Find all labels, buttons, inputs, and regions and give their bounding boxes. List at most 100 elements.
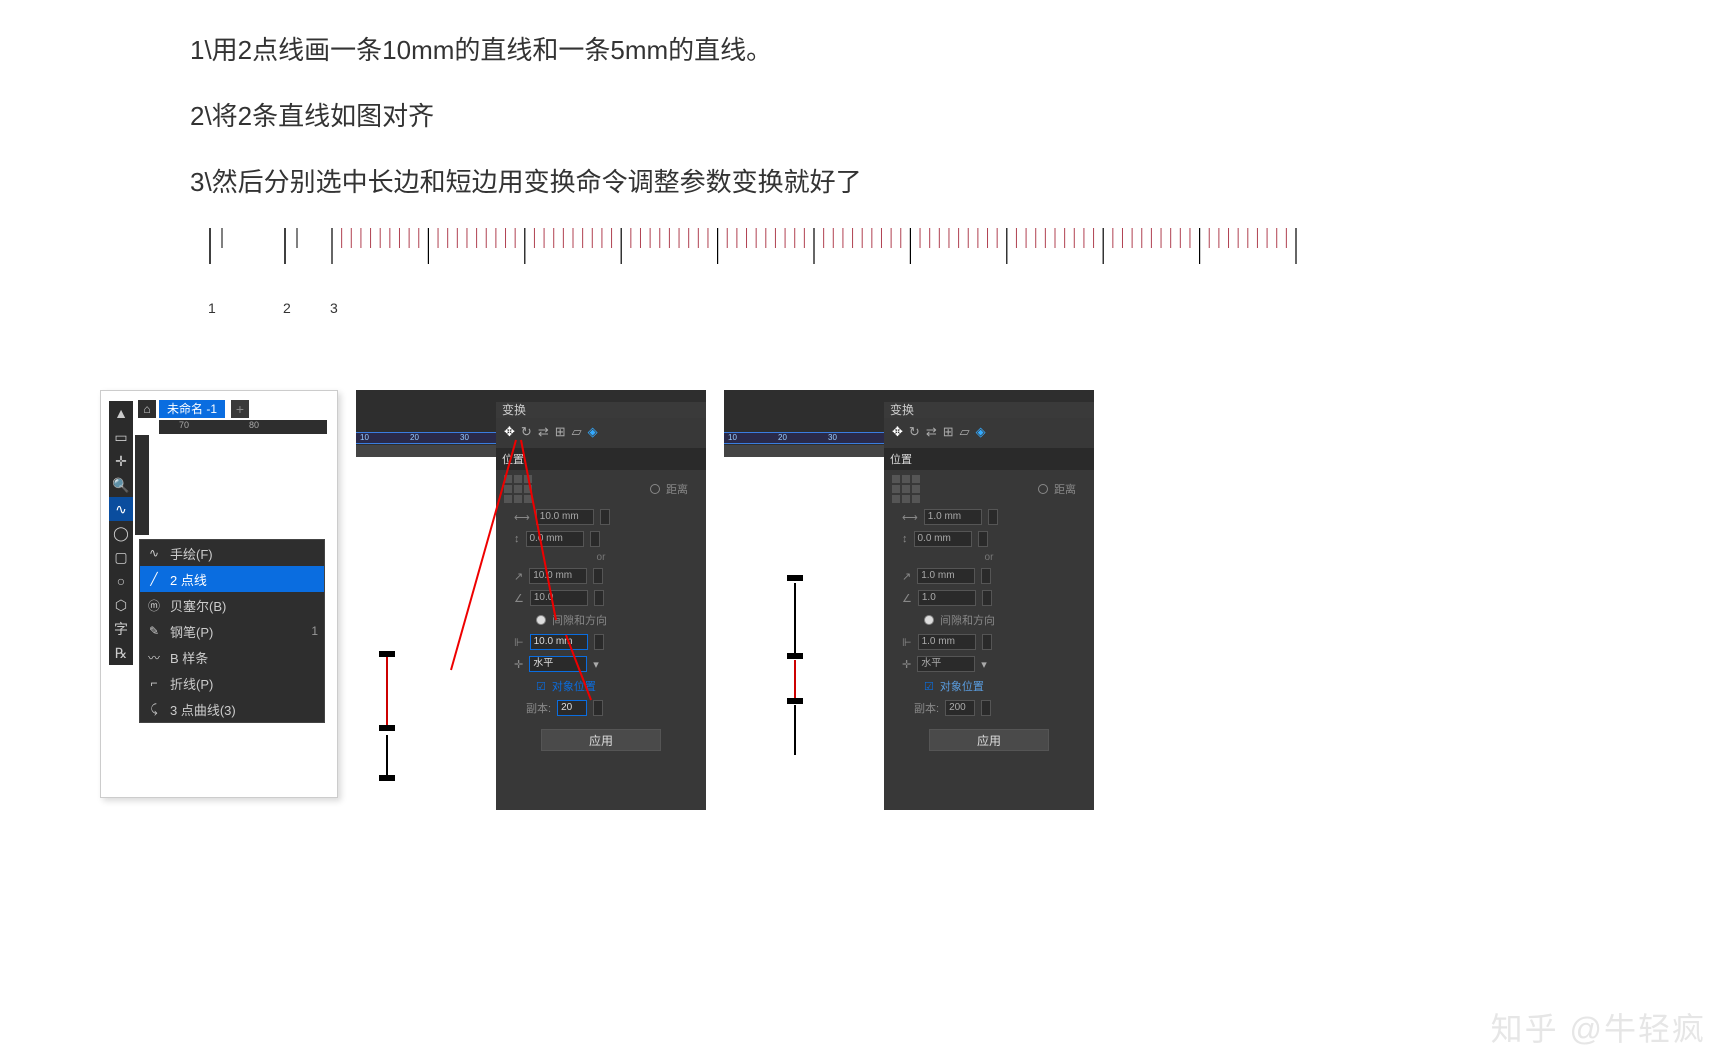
- angle-field[interactable]: 1.0: [918, 590, 976, 606]
- anchor-grid[interactable]: [504, 475, 534, 503]
- spinner[interactable]: [593, 568, 603, 584]
- skew-mode-icon[interactable]: ▱: [960, 424, 970, 440]
- tool-crop[interactable]: ✛: [109, 449, 133, 473]
- gap-icon: ⊩: [902, 636, 912, 649]
- line-5mm-selected[interactable]: [794, 660, 796, 698]
- gap-field[interactable]: 10.0 mm: [530, 634, 588, 650]
- spinner[interactable]: [982, 590, 992, 606]
- h-icon: ⟷: [514, 511, 530, 524]
- example-ruler: [200, 228, 1300, 283]
- project-mode-icon[interactable]: ◈: [588, 424, 598, 440]
- panel-toolbox-screenshot: ⌂ 未命名 -1 + 70 80 ▲▭✛🔍∿◯▢○⬡字℞ ∿手绘(F)╱2 点线…: [100, 390, 338, 798]
- rotate-mode-icon[interactable]: ↻: [521, 424, 532, 440]
- spinner[interactable]: [593, 700, 603, 716]
- panel-transform-short: 10 20 30 变换 ✥ ↻ ⇄ ⊞ ▱ ◈ 位置: [724, 390, 1094, 810]
- flyout-item[interactable]: ⤹3 点曲线(3): [140, 696, 324, 722]
- distance-label: 距离: [1054, 481, 1076, 497]
- relative-label: 对象位置: [940, 678, 984, 694]
- position-mode-icon[interactable]: ✥: [892, 424, 903, 440]
- canvas-area: [356, 445, 496, 810]
- copies-field[interactable]: 20: [557, 700, 587, 716]
- apply-button[interactable]: 应用: [929, 729, 1049, 751]
- angle-dist-field[interactable]: 10.0 mm: [529, 568, 587, 584]
- position-mode-icon[interactable]: ✥: [504, 424, 515, 440]
- project-mode-icon[interactable]: ◈: [976, 424, 986, 440]
- new-tab-button[interactable]: +: [231, 400, 249, 418]
- instruction-1: 1\用2点线画一条10mm的直线和一条5mm的直线。: [190, 30, 772, 67]
- watermark: 知乎 @牛轻疯: [1491, 1004, 1706, 1050]
- direction-field[interactable]: 水平: [529, 656, 587, 672]
- gap-dir-radio[interactable]: [536, 615, 546, 625]
- transform-mode-icons: ✥ ↻ ⇄ ⊞ ▱ ◈: [496, 418, 706, 446]
- line-tool-flyout: ∿手绘(F)╱2 点线ⓜ贝塞尔(B)✎钢笔(P)1〰B 样条⌐折线(P)⤹3 点…: [139, 539, 325, 723]
- direction-field[interactable]: 水平: [917, 656, 975, 672]
- spinner[interactable]: [600, 509, 610, 525]
- home-icon[interactable]: ⌂: [138, 400, 156, 418]
- transform-mode-icons: ✥ ↻ ⇄ ⊞ ▱ ◈: [884, 418, 1094, 446]
- tool-curve[interactable]: ◯: [109, 521, 133, 545]
- spinner[interactable]: [594, 590, 604, 606]
- dir-icon: ✛: [902, 658, 911, 671]
- tool-freehand[interactable]: ∿: [109, 497, 133, 521]
- skew-mode-icon[interactable]: ▱: [572, 424, 582, 440]
- distance-radio[interactable]: [1038, 484, 1048, 494]
- spinner[interactable]: [978, 531, 988, 547]
- vertical-toolbox: ▲▭✛🔍∿◯▢○⬡字℞: [109, 401, 133, 665]
- h-distance-field[interactable]: 10.0 mm: [536, 509, 594, 525]
- size-mode-icon[interactable]: ⊞: [555, 424, 566, 440]
- spinner[interactable]: [982, 634, 992, 650]
- apply-button[interactable]: 应用: [541, 729, 661, 751]
- spinner[interactable]: [988, 509, 998, 525]
- tool-misc[interactable]: ℞: [109, 641, 133, 665]
- v-distance-field[interactable]: 0.0 mm: [914, 531, 972, 547]
- ruler-mark: 80: [249, 420, 259, 430]
- tool-text[interactable]: 字: [109, 617, 133, 641]
- angle-field[interactable]: 10.0: [530, 590, 588, 606]
- spinner[interactable]: [590, 531, 600, 547]
- flyout-item[interactable]: ⌐折线(P): [140, 670, 324, 696]
- anchor-grid[interactable]: [892, 475, 922, 503]
- flyout-item[interactable]: 〰B 样条: [140, 644, 324, 670]
- tool-rect[interactable]: ▢: [109, 545, 133, 569]
- tool-pick[interactable]: ▲: [109, 401, 133, 425]
- canvas-white: [135, 435, 329, 535]
- spinner[interactable]: [981, 700, 991, 716]
- tool-polygon[interactable]: ⬡: [109, 593, 133, 617]
- gap-field[interactable]: 1.0 mm: [918, 634, 976, 650]
- canvas-ruler: 10 20 30: [724, 432, 884, 444]
- gap-dir-label: 间隙和方向: [552, 612, 607, 628]
- gap-dir-radio[interactable]: [924, 615, 934, 625]
- flyout-item[interactable]: ⓜ贝塞尔(B): [140, 592, 324, 618]
- shortcut: 1: [311, 624, 318, 638]
- angle-dist-field[interactable]: 1.0 mm: [917, 568, 975, 584]
- spinner[interactable]: [981, 568, 991, 584]
- flyout-item-label: 钢笔(P): [170, 622, 213, 641]
- rotate-mode-icon[interactable]: ↻: [909, 424, 920, 440]
- document-tab[interactable]: 未命名 -1: [159, 400, 225, 418]
- v-distance-field[interactable]: 0.0 mm: [526, 531, 584, 547]
- flyout-item-icon: ⌐: [146, 676, 162, 690]
- relative-check[interactable]: ☑: [924, 680, 934, 693]
- instruction-2: 2\将2条直线如图对齐: [190, 96, 434, 133]
- relative-check[interactable]: ☑: [536, 680, 546, 693]
- distance-radio[interactable]: [650, 484, 660, 494]
- flyout-item[interactable]: ∿手绘(F): [140, 540, 324, 566]
- ruler-label-1: 1: [208, 300, 216, 316]
- copies-label: 副本:: [526, 700, 551, 716]
- spinner[interactable]: [594, 634, 604, 650]
- ruler-mark: 70: [179, 420, 189, 430]
- mirror-mode-icon[interactable]: ⇄: [538, 424, 549, 440]
- h-distance-field[interactable]: 1.0 mm: [924, 509, 982, 525]
- or-label: or: [884, 550, 1094, 565]
- tool-ellipse[interactable]: ○: [109, 569, 133, 593]
- flyout-item[interactable]: ✎钢笔(P)1: [140, 618, 324, 644]
- flyout-item-icon: ╱: [146, 572, 162, 586]
- flyout-item[interactable]: ╱2 点线: [140, 566, 324, 592]
- tool-zoom[interactable]: 🔍: [109, 473, 133, 497]
- mirror-mode-icon[interactable]: ⇄: [926, 424, 937, 440]
- tool-shape[interactable]: ▭: [109, 425, 133, 449]
- line-10mm[interactable]: [386, 655, 388, 727]
- copies-field[interactable]: 200: [945, 700, 975, 716]
- flyout-item-label: 贝塞尔(B): [170, 596, 226, 615]
- size-mode-icon[interactable]: ⊞: [943, 424, 954, 440]
